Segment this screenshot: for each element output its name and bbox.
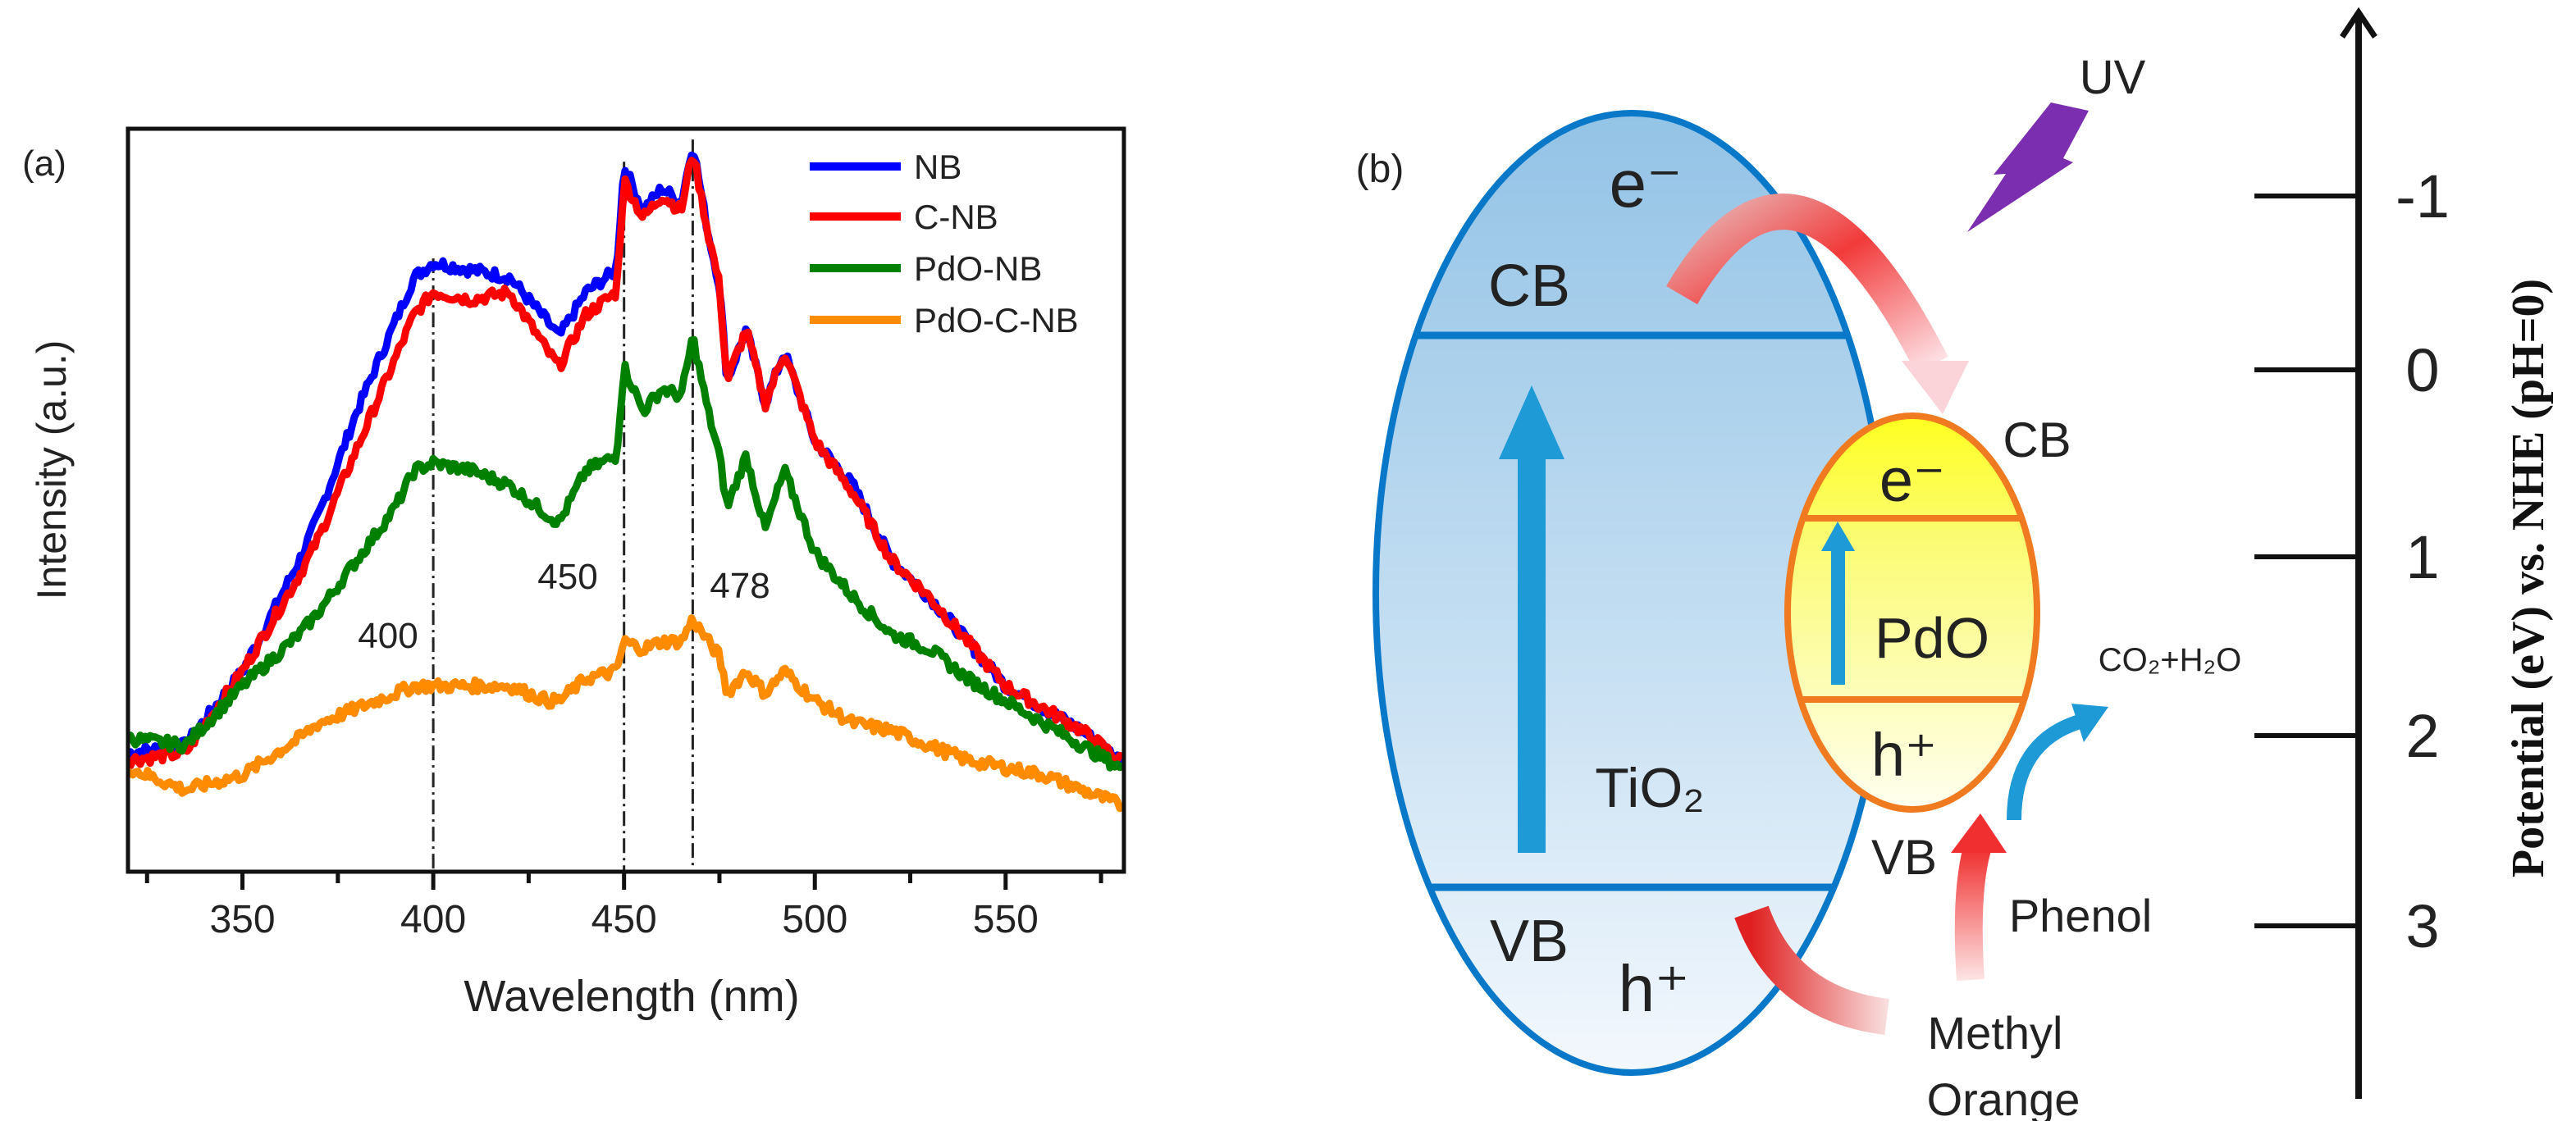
pdo-label: PdO xyxy=(1875,606,1989,670)
tio2-vb-label: VB xyxy=(1490,909,1569,974)
series-group xyxy=(128,151,1124,813)
legend-label: PdO-C-NB xyxy=(914,301,1079,339)
tio2-electron: e⁻ xyxy=(1610,147,1683,221)
methyl-label: Methyl xyxy=(1928,1007,2063,1059)
tio2-label: TiO₂ xyxy=(1595,757,1704,819)
potential-tick-label: 2 xyxy=(2405,702,2439,770)
axis-arrow-icon xyxy=(2340,7,2377,39)
peak-label-478: 478 xyxy=(710,566,770,606)
pdo-hole: h⁺ xyxy=(1871,721,1937,789)
panel-b-diagram: (b) e⁻ CB TiO₂ VB h⁺ UV xyxy=(1356,7,2554,1121)
potential-axis: -1 0 1 2 3 Potential (eV) vs. NHE (pH=0) xyxy=(2254,7,2554,1099)
phenol-oxidation-arrow xyxy=(1951,813,2007,982)
potential-tick-label: 1 xyxy=(2405,523,2439,591)
uv-label: UV xyxy=(2080,51,2146,104)
series-line-pdo-c-nb xyxy=(128,614,1124,813)
x-ticks: 350 400 450 500 550 xyxy=(144,872,1103,941)
x-tick-label: 450 xyxy=(591,898,657,941)
tio2-excitation-arrow xyxy=(1499,385,1564,853)
legend-label: C-NB xyxy=(914,198,998,236)
pdo-vb-label: VB xyxy=(1871,830,1937,885)
electron-transfer-arrow xyxy=(1666,194,1969,414)
orange-label: Orange xyxy=(1927,1073,2080,1121)
pdo-band: e⁻ CB PdO h⁺ VB xyxy=(1784,412,2071,885)
pdo-outline xyxy=(1784,412,2040,813)
product-arrow xyxy=(2007,704,2108,821)
potential-axis-title: Potential (eV) vs. NHE (pH=0) xyxy=(2503,279,2554,877)
panel-a-chart: (a) 400 450 478 350 400 450 500 550 Wavelength… xyxy=(22,126,1126,1021)
pdo-ellipse xyxy=(1788,416,2037,809)
products-label: CO₂+H₂O xyxy=(2099,642,2241,678)
tio2-cb-label: CB xyxy=(1488,253,1570,319)
uv-lightning-icon xyxy=(1967,103,2089,232)
peak-label-400: 400 xyxy=(358,616,418,656)
legend-label: NB xyxy=(914,148,961,186)
panel-label-a: (a) xyxy=(22,144,66,184)
x-tick-label: 350 xyxy=(209,898,275,941)
x-tick-label: 400 xyxy=(400,898,466,941)
series-line-pdo-nb xyxy=(128,335,1124,772)
y-axis-label: Intensity (a.u.) xyxy=(29,340,75,600)
x-tick-label: 500 xyxy=(782,898,847,941)
methyl-orange-oxidation-arrow xyxy=(1734,905,1889,1035)
legend-label: PdO-NB xyxy=(914,249,1042,288)
pdo-excitation-arrow xyxy=(1821,522,1855,685)
tio2-ellipse xyxy=(1376,113,1888,1073)
x-axis-label: Wavelength (nm) xyxy=(464,972,799,1021)
legend: NB C-NB PdO-NB PdO-C-NB xyxy=(810,148,1079,339)
phenol-label: Phenol xyxy=(2009,890,2152,941)
reference-lines: 400 450 478 xyxy=(358,139,770,872)
pdo-cb-label: CB xyxy=(2003,412,2071,467)
potential-tick-label: -1 xyxy=(2396,162,2450,230)
tio2-hole: h⁺ xyxy=(1619,952,1690,1025)
pdo-electron: e⁻ xyxy=(1879,446,1945,514)
potential-tick-label: 3 xyxy=(2405,892,2439,960)
x-tick-label: 550 xyxy=(973,898,1039,941)
panel-label-b: (b) xyxy=(1356,148,1404,191)
peak-label-450: 450 xyxy=(537,557,597,597)
potential-tick-label: 0 xyxy=(2405,336,2439,404)
tio2-band: e⁻ CB TiO₂ VB h⁺ xyxy=(1372,110,1891,1076)
series-line-c-nb xyxy=(128,157,1124,770)
